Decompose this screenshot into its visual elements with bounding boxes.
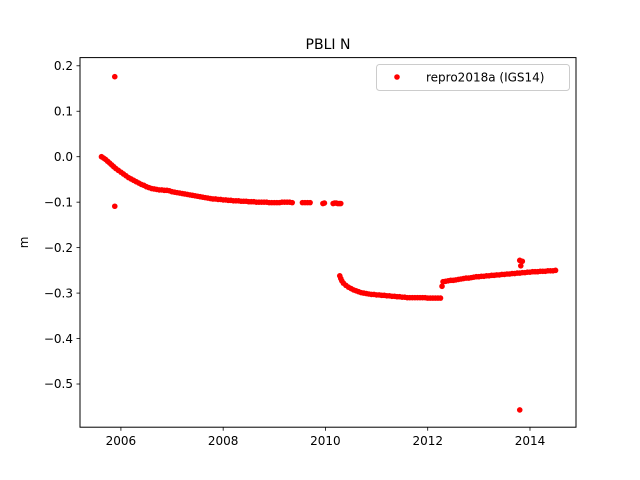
plot-area-frame xyxy=(79,57,577,428)
data-point xyxy=(111,73,118,80)
data-point xyxy=(439,283,445,290)
scatter-points xyxy=(98,73,559,413)
x-tick-label: 2008 xyxy=(208,434,239,448)
y-tick-label: −0.3 xyxy=(44,286,73,300)
y-tick-label: −0.4 xyxy=(44,332,73,346)
y-tick-label: 0.1 xyxy=(54,104,73,118)
data-point xyxy=(519,258,526,265)
x-tick-label: 2006 xyxy=(106,434,137,448)
data-point xyxy=(437,295,444,301)
data-point xyxy=(517,263,524,269)
legend-box xyxy=(376,64,570,91)
legend: repro2018a (IGS14) xyxy=(376,64,570,91)
data-point xyxy=(307,199,313,206)
y-axis-ticks: 0.2 0.1 0.0 −0.1 −0.2 −0.3 −0.4 −0.5 xyxy=(44,59,80,391)
chart-title: PBLI N xyxy=(306,37,351,53)
y-tick-label: −0.5 xyxy=(44,377,73,391)
y-tick-label: −0.2 xyxy=(44,241,73,255)
data-point xyxy=(111,203,118,210)
y-tick-label: −0.1 xyxy=(44,195,73,209)
legend-label: repro2018a (IGS14) xyxy=(426,71,544,85)
data-point xyxy=(289,199,296,206)
data-point xyxy=(337,200,344,207)
y-axis-label: m xyxy=(17,237,31,249)
x-tick-label: 2012 xyxy=(412,434,443,448)
data-point xyxy=(552,267,559,274)
y-tick-label: 0.0 xyxy=(54,150,73,164)
x-axis-ticks: 2006 2008 2010 2012 2014 xyxy=(106,427,546,448)
legend-marker xyxy=(394,74,400,80)
data-point xyxy=(516,407,523,413)
x-tick-label: 2010 xyxy=(310,434,341,448)
x-tick-label: 2014 xyxy=(515,434,546,448)
data-point xyxy=(321,200,328,206)
y-tick-label: 0.2 xyxy=(54,59,73,73)
